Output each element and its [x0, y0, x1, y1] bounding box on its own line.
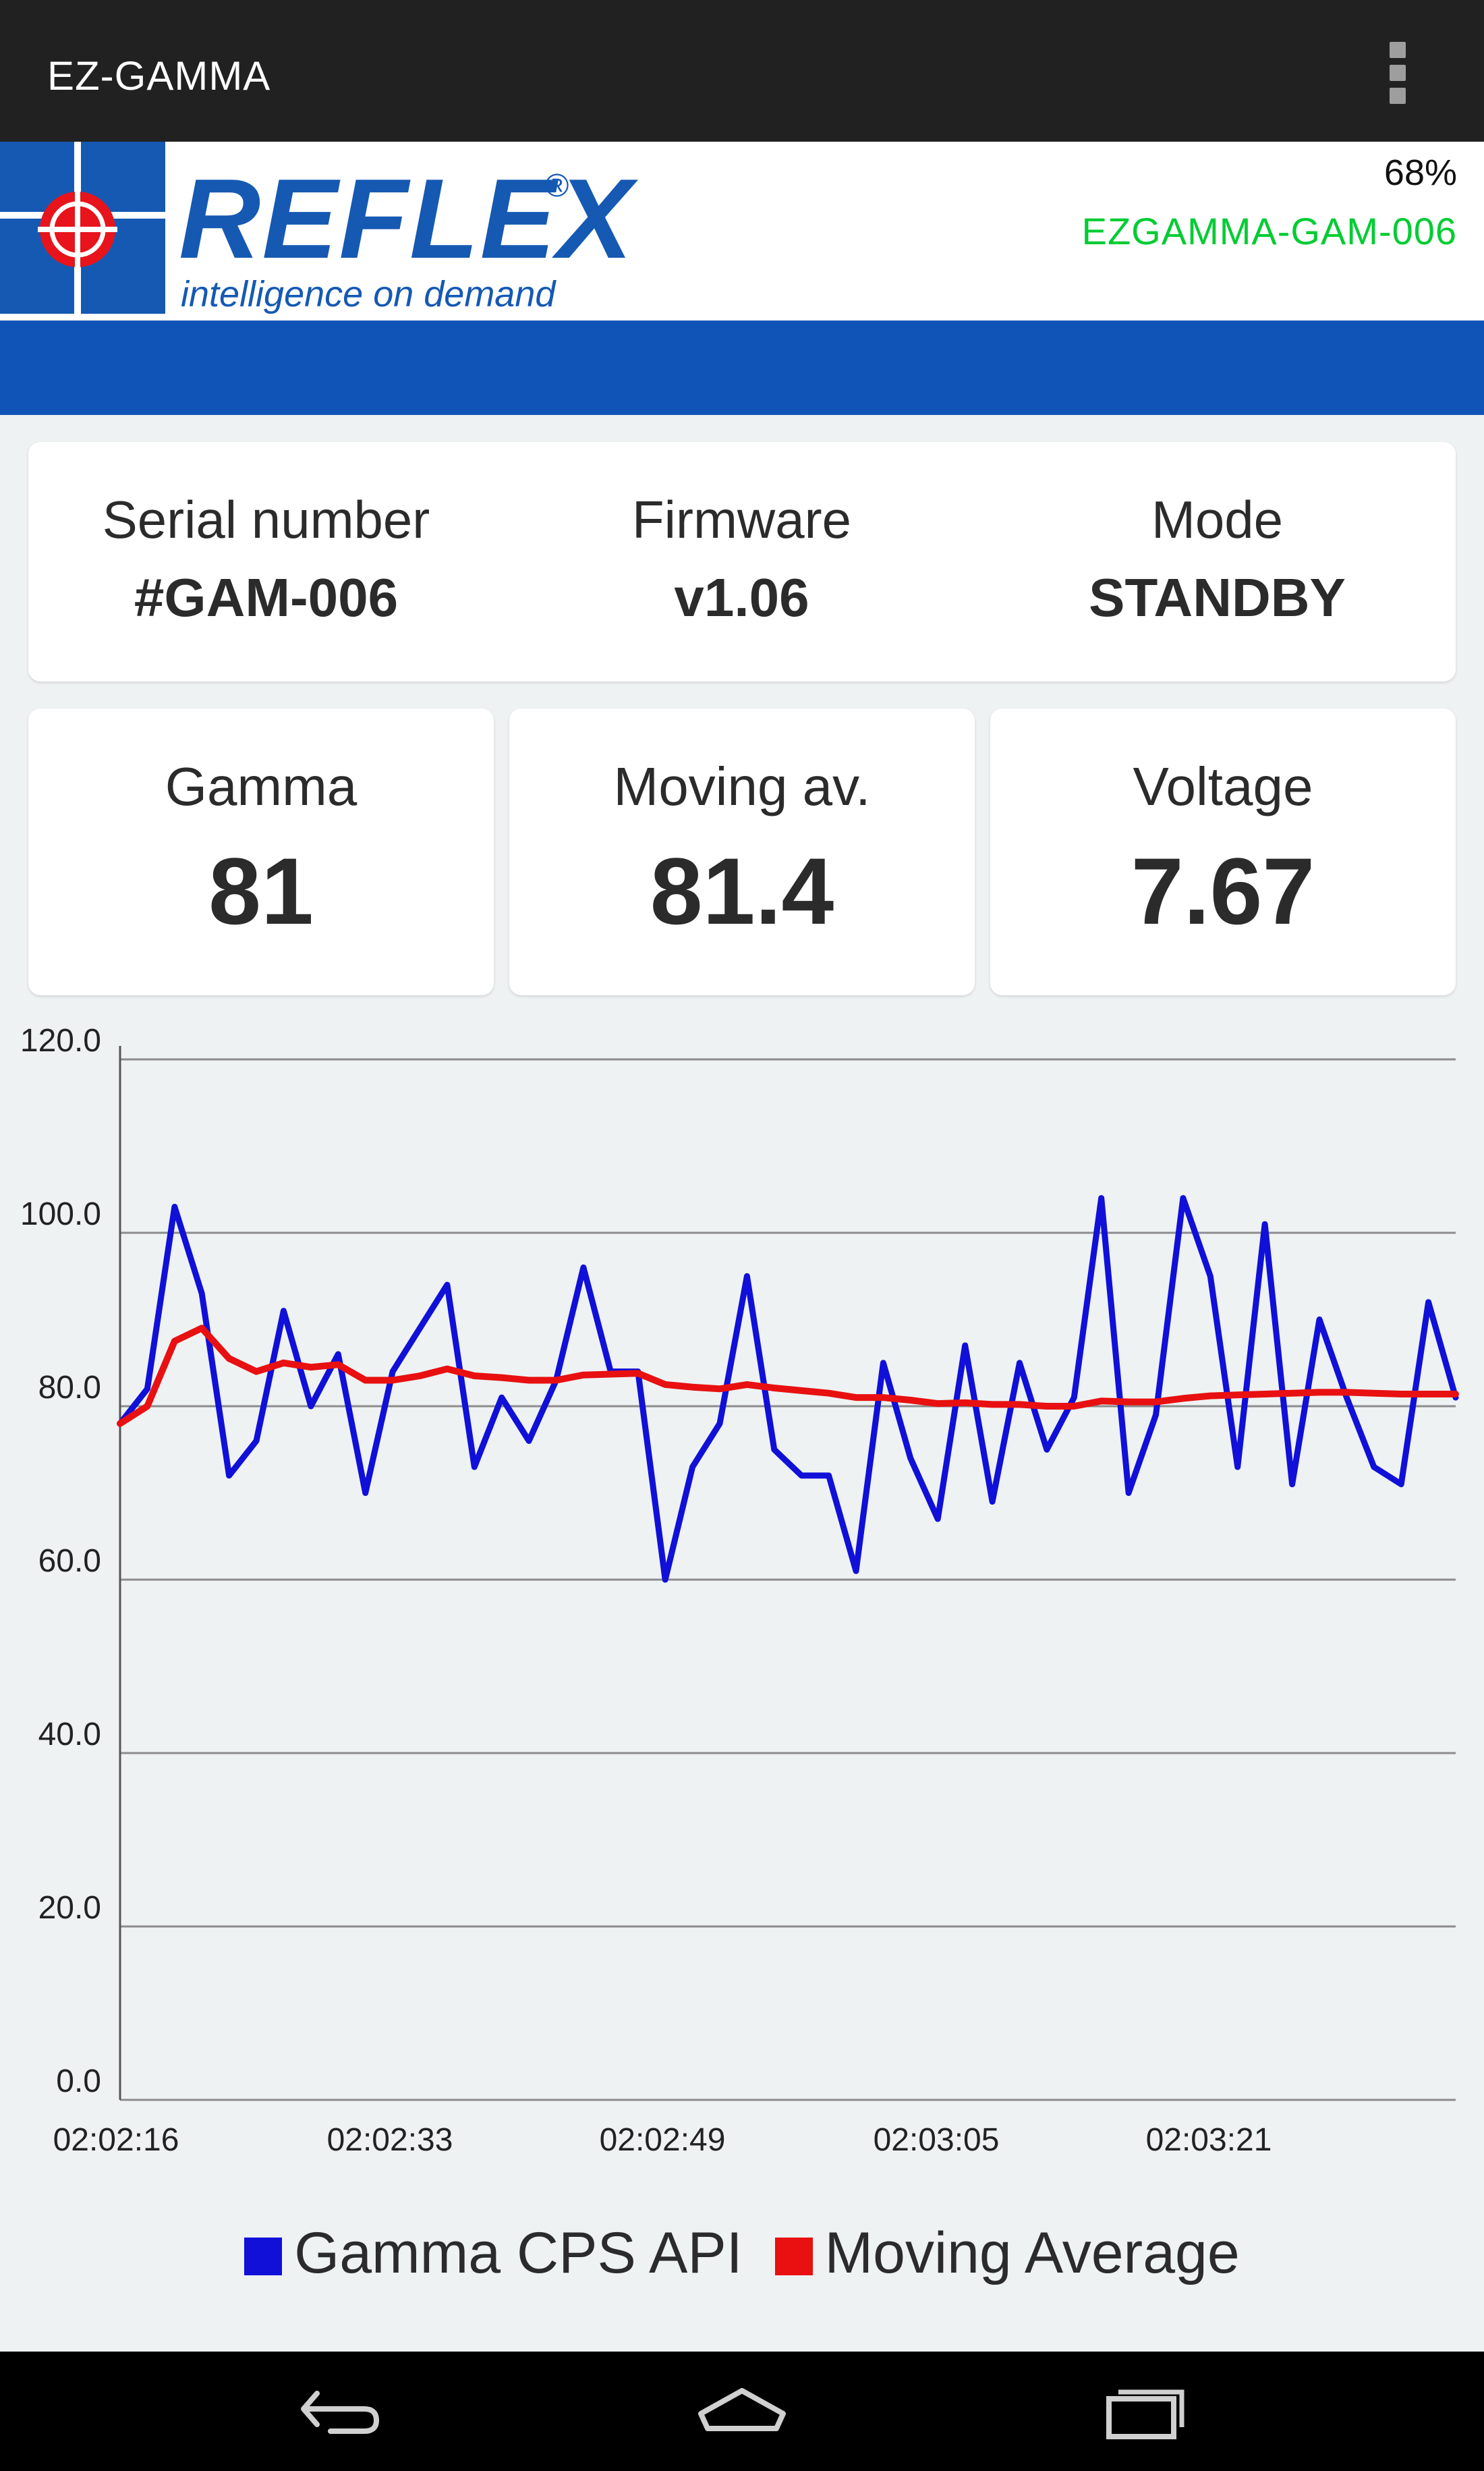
registered-mark: ® [545, 168, 569, 204]
device-info-card: Serial number #GAM-006 Firmware v1.06 Mo… [28, 442, 1456, 682]
app-title: EZ-GAMMA [47, 53, 271, 99]
chart-svg: 0.0 20.0 40.0 60.0 80.0 100.0 120.0 02:02:16 02:… [20, 1023, 1459, 2158]
legend-label-gamma: Gamma CPS API [294, 2221, 743, 2285]
serial-number-label: Serial number [102, 490, 430, 549]
y-tick-label: 0.0 [56, 2063, 101, 2099]
system-nav-bar [0, 2352, 1484, 2471]
overflow-menu-icon[interactable] [1390, 42, 1408, 104]
x-tick-label: 02:02:33 [327, 2122, 453, 2158]
y-tick-label: 120.0 [20, 1023, 101, 1059]
app-bar: EZ-GAMMA [0, 0, 1484, 142]
moving-average-label: Moving av. [613, 756, 871, 816]
legend-swatch-gamma [244, 2238, 283, 2275]
voltage-card: Voltage 7.67 [990, 709, 1456, 995]
mode-label: Mode [1151, 490, 1284, 549]
y-tick-label: 100.0 [20, 1196, 101, 1232]
recents-icon[interactable] [1093, 2372, 1194, 2446]
series-line-gamma [117, 1195, 1459, 1583]
voltage-label: Voltage [1133, 756, 1313, 816]
brand-header [0, 142, 1484, 321]
serial-number-value: #GAM-006 [134, 567, 399, 628]
device-name: EZGAMMA-GAM-006 [1081, 210, 1457, 252]
x-tick-label: 02:03:21 [1146, 2122, 1272, 2158]
chart-legend: Gamma CPS API Moving Average [0, 2220, 1484, 2287]
y-tick-label: 40.0 [38, 1717, 101, 1752]
legend-item-moving-average[interactable]: Moving Average [774, 2220, 1240, 2287]
reflex-logo-icon [0, 142, 165, 314]
battery-level: 68% [1383, 152, 1457, 193]
gamma-label: Gamma [165, 756, 358, 816]
header-band [0, 321, 1484, 415]
x-tick-label: 02:03:05 [874, 2122, 1000, 2158]
home-icon[interactable] [691, 2372, 793, 2446]
gamma-chart[interactable]: 0.0 20.0 40.0 60.0 80.0 100.0 120.0 02:02:16 02:… [0, 1012, 1484, 2348]
serial-number-cell: Serial number #GAM-006 [28, 442, 504, 682]
gamma-value: 81 [208, 838, 314, 944]
firmware-label: Firmware [632, 490, 851, 549]
back-icon[interactable] [290, 2372, 391, 2446]
legend-item-gamma[interactable]: Gamma CPS API [244, 2220, 743, 2287]
mode-cell: Mode STANDBY [979, 442, 1455, 682]
logo-wordmark: REFLEX [179, 155, 634, 282]
moving-average-value: 81.4 [650, 838, 834, 944]
voltage-value: 7.67 [1131, 838, 1315, 944]
y-tick-label: 20.0 [38, 1890, 101, 1926]
y-tick-label: 80.0 [38, 1370, 101, 1406]
series-line-moving-average [117, 1325, 1459, 1427]
y-tick-label: 60.0 [38, 1543, 101, 1579]
x-tick-label: 02:02:49 [600, 2122, 726, 2158]
legend-swatch-moving-average [774, 2238, 813, 2275]
logo-tagline: intelligence on demand [181, 274, 556, 314]
gamma-card: Gamma 81 [28, 709, 494, 995]
moving-average-card: Moving av. 81.4 [509, 709, 975, 995]
mode-value: STANDBY [1089, 567, 1346, 628]
firmware-value: v1.06 [674, 567, 809, 628]
x-tick-label: 02:02:16 [53, 2122, 179, 2158]
legend-label-moving-average: Moving Average [824, 2221, 1240, 2285]
firmware-cell: Firmware v1.06 [504, 442, 979, 682]
